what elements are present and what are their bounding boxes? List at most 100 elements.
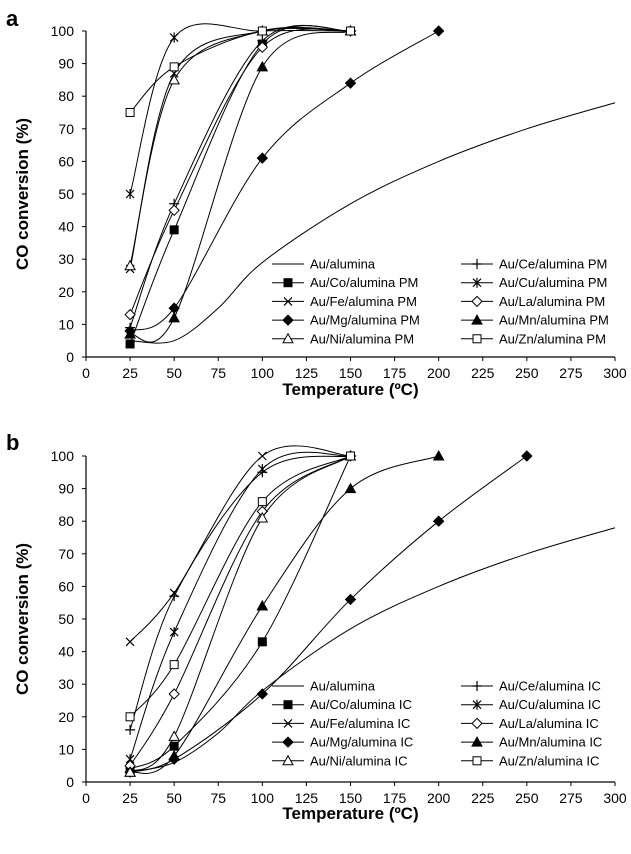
x-tick-label: 150 [339, 365, 363, 381]
series-au-cu-alumina-pm-marker [125, 189, 135, 199]
y-tick-label: 10 [58, 316, 74, 332]
series-au-mg-alumina-ic-marker [344, 593, 357, 606]
series-au-zn-alumina-pm-marker [169, 62, 179, 72]
y-tick-label: 90 [58, 56, 74, 72]
legend-entry-au-cu-alumina-pm-label: Au/Cu/alumina PM [499, 275, 607, 290]
legend-entry-au-ni-alumina-pm: Au/Ni/alumina PM [272, 331, 414, 346]
series-au-mg-alumina-pm-marker [256, 152, 269, 164]
series-au-mn-alumina-pm-marker [256, 60, 269, 72]
y-axis-title: CO conversion (%) [13, 543, 32, 695]
x-tick-label: 50 [166, 365, 182, 381]
series-au-ni-alumina-ic-marker [168, 730, 181, 741]
series-au-cu-alumina-ic-line [129, 451, 351, 760]
series-au-co-alumina-pm-marker [169, 225, 179, 235]
legend-entry-au-ni-alumina-ic-label: Au/Ni/alumina IC [310, 753, 408, 768]
y-tick-label: 40 [58, 644, 74, 660]
series-au-zn-alumina-ic-marker [346, 451, 355, 461]
x-tick-label: 300 [603, 790, 627, 806]
series-au-fe-alumina-ic [125, 445, 355, 647]
series-au-la-alumina-pm-marker [168, 204, 180, 217]
series-au-co-alumina-ic-marker [257, 637, 267, 647]
x-tick-label: 225 [471, 790, 495, 806]
series-au-fe-alumina-ic-line [129, 445, 351, 643]
legend-entry-au-ce-alumina-pm-marker [472, 259, 482, 269]
series-au-mn-alumina-ic-marker [344, 482, 357, 494]
legend-entry-au-mg-alumina-ic-label: Au/Mg/alumina IC [310, 735, 413, 750]
legend-entry-au-mg-alumina-pm: Au/Mg/alumina PM [272, 313, 420, 328]
series-au-la-alumina-pm-marker [124, 308, 136, 321]
x-tick-label: 125 [295, 365, 319, 381]
legend-entry-au-fe-alumina-pm-label: Au/Fe/alumina PM [310, 294, 417, 309]
legend-entry-au-ni-alumina-pm-label: Au/Ni/alumina PM [310, 331, 414, 346]
legend-entry-au-mn-alumina-pm: Au/Mn/alumina PM [461, 313, 609, 328]
series-au-zn-alumina-ic-marker [125, 712, 135, 722]
series-au-la-alumina-pm-line [129, 28, 351, 315]
legend-entry-au-co-alumina-ic-label: Au/Co/alumina IC [310, 697, 412, 712]
x-tick-label: 75 [210, 365, 226, 381]
legend-entry-au-fe-alumina-ic: Au/Fe/alumina IC [272, 716, 410, 731]
series-au-mg-alumina-pm-marker [168, 302, 180, 314]
y-axis-title: CO conversion (%) [13, 118, 32, 270]
series-au-ni-alumina-pm-marker [168, 73, 181, 85]
legend-entry-au-zn-alumina-ic-marker [472, 756, 482, 766]
series-au-cu-alumina-ic-marker [169, 627, 179, 638]
series-au-zn-alumina-pm-line [129, 27, 351, 113]
legend-entry-au-zn-alumina-ic-label: Au/Zn/alumina IC [499, 753, 599, 768]
series-au-co-alumina-ic-marker [169, 741, 179, 751]
legend-entry-au-mn-alumina-pm-label: Au/Mn/alumina PM [499, 313, 609, 328]
y-tick-label: 60 [58, 578, 74, 594]
x-tick-label: 0 [82, 790, 90, 806]
series-au-ni-alumina-ic-line [129, 455, 351, 773]
legend-entry-au-co-alumina-pm-marker [283, 278, 293, 288]
legend-entry-au-mg-alumina-ic: Au/Mg/alumina IC [272, 735, 413, 750]
legend-entry-au-mg-alumina-pm-marker [282, 314, 294, 326]
legend-entry-au-co-alumina-ic-marker [283, 700, 293, 710]
y-tick-label: 90 [58, 481, 74, 497]
y-tick-label: 70 [58, 121, 74, 137]
y-tick-label: 70 [58, 546, 74, 562]
x-tick-label: 175 [383, 790, 407, 806]
x-tick-label: 275 [559, 790, 583, 806]
series-au-mg-alumina-ic-marker [521, 450, 533, 462]
legend-entry-au-mg-alumina-ic-marker [282, 736, 294, 748]
series-au-ce-alumina-ic-marker [125, 724, 136, 735]
legend-entry-au-la-alumina-ic-marker [471, 717, 483, 730]
chart-panel-a: a 0 10 20 30 40 50 60 70 80 90 100 0 25 50 75 100 125 150 1… [6, 6, 627, 399]
legend-entry-au-zn-alumina-ic: Au/Zn/alumina IC [461, 753, 599, 768]
legend-entry-au-co-alumina-pm-label: Au/Co/alumina PM [310, 275, 418, 290]
legend-entry-au-fe-alumina-pm-marker [283, 296, 293, 306]
legend-entry-au-zn-alumina-pm-label: Au/Zn/alumina PM [499, 331, 606, 346]
series-au-alumina [129, 527, 616, 773]
legend-entry-au-cu-alumina-pm-marker [472, 277, 482, 288]
legend-entry-au-mn-alumina-pm-marker [471, 314, 483, 325]
legend-entry-au-cu-alumina-pm: Au/Cu/alumina PM [461, 275, 607, 290]
series-au-alumina [130, 102, 616, 344]
x-tick-label: 150 [339, 790, 363, 806]
series-au-mn-alumina-ic-marker [432, 449, 445, 461]
legend-entry-au-mn-alumina-ic-marker [471, 736, 483, 747]
legend-entry-au-ni-alumina-pm-marker [282, 332, 294, 344]
x-axis-title: Temperature (ºC) [282, 380, 418, 399]
legend-entry-au-alumina: Au/alumina [272, 257, 376, 272]
series-au-ni-alumina-pm [124, 24, 357, 271]
series-au-ce-alumina-ic-line [129, 455, 351, 730]
series-au-mn-alumina-pm-marker [168, 311, 181, 323]
legend-entry-au-fe-alumina-pm: Au/Fe/alumina PM [272, 294, 417, 309]
legend-entry-au-ce-alumina-pm: Au/Ce/alumina PM [461, 257, 607, 272]
series-au-fe-alumina-ic-marker [257, 451, 267, 461]
legend-entry-au-co-alumina-ic: Au/Co/alumina IC [272, 697, 412, 712]
x-tick-label: 250 [515, 790, 539, 806]
series-au-fe-alumina-ic-marker [169, 588, 179, 598]
legend-entry-au-alumina-label: Au/alumina [310, 679, 376, 694]
series-au-alumina-line [130, 102, 616, 344]
legend-entry-au-ni-alumina-ic: Au/Ni/alumina IC [272, 753, 408, 768]
legend-entry-au-zn-alumina-pm: Au/Zn/alumina PM [461, 331, 606, 346]
legend-entry-au-cu-alumina-ic-label: Au/Cu/alumina IC [499, 697, 601, 712]
series-au-mn-alumina-ic-marker [256, 599, 269, 611]
series-au-mg-alumina-ic-marker [256, 688, 269, 700]
legend-entry-au-cu-alumina-ic-marker [472, 699, 482, 710]
y-tick-label: 40 [58, 219, 74, 235]
legend-entry-au-ce-alumina-pm-label: Au/Ce/alumina PM [499, 257, 607, 272]
panel-label: a [6, 6, 19, 31]
